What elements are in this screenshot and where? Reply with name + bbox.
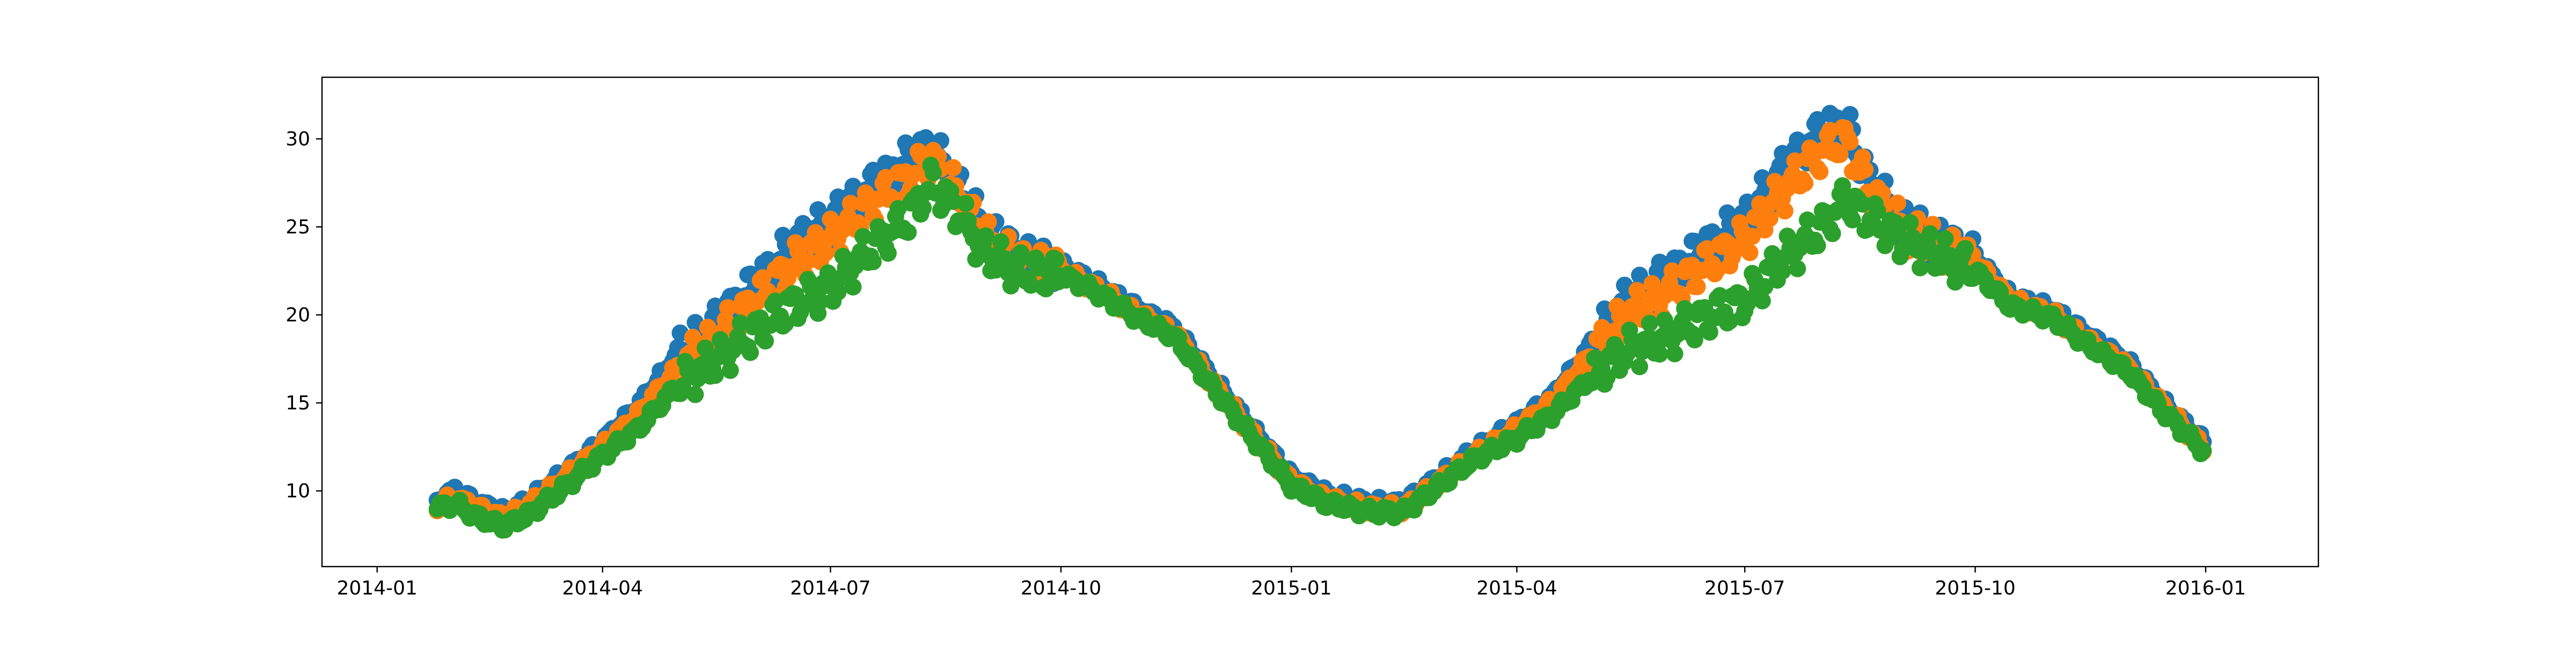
series-3-point-488 bbox=[1651, 345, 1668, 363]
series-2-point-564 bbox=[1841, 133, 1859, 151]
series-2-point-479 bbox=[1628, 282, 1646, 299]
series-2-point-116 bbox=[719, 299, 737, 317]
x-tick-label-7: 2015-10 bbox=[1935, 577, 2015, 599]
series-3-point-160 bbox=[829, 283, 847, 301]
series-2-point-206 bbox=[945, 159, 962, 177]
series-2-point-583 bbox=[1889, 194, 1906, 212]
y-tick-label-1: 15 bbox=[286, 392, 310, 414]
series-3-point-125 bbox=[742, 343, 759, 361]
series-2-point-560 bbox=[1831, 145, 1849, 163]
plot-area-frame bbox=[321, 76, 2319, 568]
x-tick-label-2: 2014-07 bbox=[790, 577, 870, 599]
series-3-point-502 bbox=[1686, 331, 1703, 349]
y-tick-label-2: 20 bbox=[286, 304, 310, 326]
series-3-point-592 bbox=[1911, 259, 1929, 277]
series-2-point-546 bbox=[1796, 174, 1814, 192]
x-axis: 2014-01 2014-04 2014-07 2014-10 2015-01 2015-… bbox=[336, 567, 2246, 599]
series-3-point-229 bbox=[1002, 277, 1020, 295]
series-3-point-131 bbox=[757, 332, 774, 350]
series-2-point-220 bbox=[979, 213, 997, 231]
y-axis: 10 15 20 25 30 bbox=[286, 128, 322, 502]
series-3-point-551 bbox=[1809, 237, 1826, 254]
y-tick-label-3: 25 bbox=[286, 216, 310, 238]
series-3-point-107 bbox=[697, 339, 714, 357]
series-3-point-233 bbox=[1012, 244, 1030, 262]
series-1-point-564 bbox=[1841, 106, 1859, 123]
series-3-point-153 bbox=[811, 292, 829, 310]
series-3-point-705 bbox=[2194, 442, 2212, 459]
series-2-point-165 bbox=[841, 195, 859, 212]
series-3-point-543 bbox=[1789, 260, 1806, 277]
series-3-point-225 bbox=[992, 233, 1009, 251]
series-3-point-111 bbox=[706, 366, 724, 384]
series-3-point-512 bbox=[1711, 287, 1729, 304]
series-3-point-166 bbox=[844, 278, 862, 296]
series-3-point-194 bbox=[914, 199, 932, 217]
series-3-point-494 bbox=[1666, 345, 1684, 363]
series-layer bbox=[428, 105, 2212, 539]
series-2-point-532 bbox=[1761, 210, 1779, 227]
x-tick-label-4: 2015-01 bbox=[1251, 577, 1331, 599]
series-3-point-211 bbox=[957, 195, 975, 212]
series-3-point-180 bbox=[879, 244, 897, 262]
series-1-point-152 bbox=[809, 201, 827, 218]
series-3-point-529 bbox=[1753, 292, 1771, 310]
series-2-point-493 bbox=[1663, 262, 1681, 280]
series-3-point-103 bbox=[686, 386, 704, 403]
series-2-point-570 bbox=[1856, 161, 1874, 179]
series-3-point-188 bbox=[899, 224, 917, 241]
series-3-point-117 bbox=[721, 362, 739, 379]
series-3-point-588 bbox=[1901, 214, 1919, 231]
series-3-point-569 bbox=[1854, 195, 1871, 213]
series-3-point-219 bbox=[977, 227, 994, 245]
series-3-point-247 bbox=[1047, 251, 1065, 268]
series-3-point-484 bbox=[1641, 314, 1658, 332]
series-1-point-174 bbox=[864, 162, 882, 179]
series-3-point-596 bbox=[1921, 225, 1939, 243]
series-2-point-503 bbox=[1688, 278, 1706, 296]
series-3-point-467 bbox=[1598, 369, 1616, 386]
x-tick-label-5: 2015-04 bbox=[1476, 577, 1557, 599]
series-3-point-174 bbox=[864, 253, 882, 270]
y-tick-label-0: 10 bbox=[286, 480, 310, 502]
series-2-point-538 bbox=[1776, 202, 1794, 220]
x-tick-label-6: 2015-07 bbox=[1704, 577, 1785, 599]
series-3-point-537 bbox=[1774, 262, 1791, 280]
series-3-point-606 bbox=[1946, 273, 1964, 291]
series-3-point-610 bbox=[1956, 240, 1974, 258]
x-tick-label-3: 2014-10 bbox=[1021, 577, 1101, 599]
y-tick-label-4: 30 bbox=[286, 128, 310, 150]
series-3-point-575 bbox=[1869, 202, 1886, 219]
series-3-point-602 bbox=[1936, 230, 1954, 247]
series-2-point-130 bbox=[754, 269, 772, 287]
series-2-point-552 bbox=[1811, 163, 1829, 180]
series-3-point-561 bbox=[1834, 177, 1851, 195]
series-3 bbox=[428, 156, 2212, 539]
series-1-point-488 bbox=[1651, 253, 1668, 271]
series-2-point-155 bbox=[817, 244, 835, 262]
series-3-point-557 bbox=[1824, 225, 1841, 243]
series-2-point-524 bbox=[1741, 244, 1759, 261]
x-tick-label-8: 2016-01 bbox=[2165, 577, 2246, 599]
x-tick-label-1: 2014-04 bbox=[562, 577, 643, 599]
series-3-point-243 bbox=[1037, 280, 1055, 298]
series-3-point-480 bbox=[1631, 358, 1649, 376]
x-tick-label-0: 2014-01 bbox=[336, 577, 417, 599]
series-3-point-565 bbox=[1843, 211, 1861, 229]
series-2-point-148 bbox=[799, 252, 817, 270]
series-3-point-198 bbox=[924, 164, 942, 182]
series-3-point-508 bbox=[1701, 324, 1718, 341]
